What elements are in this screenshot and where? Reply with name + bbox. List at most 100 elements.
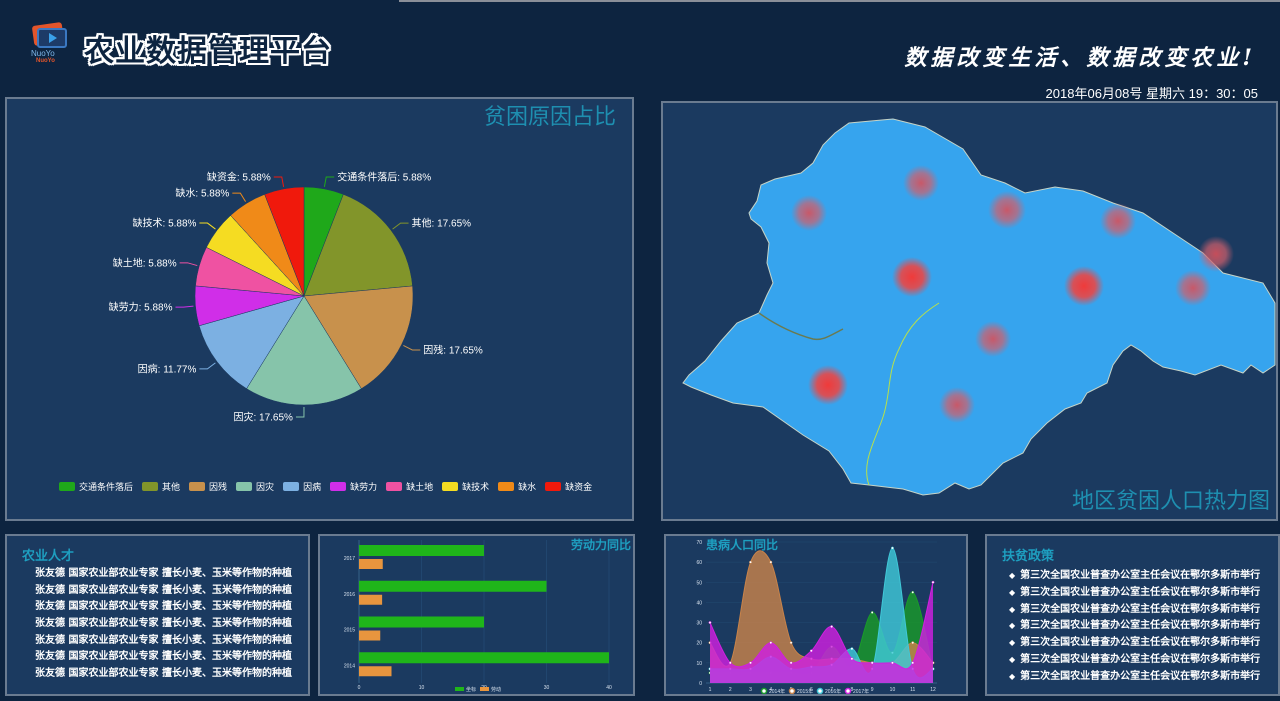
svg-text:0: 0 — [699, 681, 702, 687]
heat-spot — [1064, 266, 1104, 306]
legend-item[interactable]: 缺劳力 — [330, 480, 377, 493]
legend-swatch — [59, 482, 75, 491]
heat-spot — [903, 165, 939, 201]
legend-swatch — [283, 482, 300, 491]
datetime: 2018年06月08号 星期六 19：30：05 — [1045, 86, 1258, 101]
pie-slice[interactable] — [246, 295, 362, 406]
legend-item[interactable]: 缺资金 — [545, 480, 592, 493]
pie-slice-label: 缺水: 5.88% — [175, 187, 229, 200]
policy-item[interactable]: ◆ 第三次全国农业普查办公室主任会议在鄂尔多斯市举行 — [1009, 653, 1261, 665]
area-series[interactable] — [710, 582, 933, 683]
policy-item[interactable]: ◆ 第三次全国农业普查办公室主任会议在鄂尔多斯市举行 — [1009, 586, 1261, 598]
panel-title: 地区贫困人口热力图 — [1071, 488, 1270, 513]
heat-spot — [1198, 236, 1234, 272]
legend-label: 因残 — [209, 483, 228, 493]
play-icon — [49, 33, 57, 43]
pie-slice[interactable] — [264, 186, 305, 297]
legend-item[interactable]: 因病 — [283, 480, 321, 493]
legend-swatch — [189, 482, 206, 491]
bar[interactable] — [359, 616, 484, 628]
legend-item[interactable]: 其他 — [142, 480, 180, 493]
svg-text:2014: 2014 — [344, 663, 355, 669]
talent-item[interactable]: 张友德 国家农业部农业专家 擅长小麦、玉米等作物的种植 — [35, 634, 292, 646]
legend-item[interactable]: 交通条件落后 — [59, 480, 133, 493]
panel-title: 贫困原因占比 — [483, 104, 616, 129]
area-series[interactable] — [710, 548, 933, 683]
legend-label: 缺土地 — [406, 483, 434, 493]
legend-item[interactable]: 缺技术 — [442, 480, 489, 493]
legend-label: 因病 — [303, 483, 322, 493]
svg-text:11: 11 — [910, 687, 915, 693]
pie-legend: 交通条件落后 其他 因残 因灾 因病 缺劳力 缺土地 缺技术 缺水 缺资金 — [59, 480, 592, 493]
poverty-cause-pie-chart[interactable]: 交通条件落后: 5.88% 其他: 17.65% 因残: 17.65% 因灾: 17.… — [7, 99, 632, 519]
legend-label: 缺劳力 — [350, 483, 378, 493]
legend-swatch — [142, 482, 159, 491]
policy-item[interactable]: ◆ 第三次全国农业普查办公室主任会议在鄂尔多斯市举行 — [1009, 670, 1261, 682]
bar[interactable] — [359, 545, 484, 556]
region-shape — [682, 118, 1276, 496]
heat-spot — [1175, 270, 1211, 306]
policy-item[interactable]: ◆ 第三次全国农业普查办公室主任会议在鄂尔多斯市举行 — [1009, 637, 1261, 649]
svg-text:40: 40 — [696, 600, 702, 606]
panel-title: 扶贫政策 — [1002, 549, 1055, 564]
bar[interactable] — [359, 630, 381, 641]
svg-text:60: 60 — [696, 560, 702, 566]
region-heat-map[interactable] — [663, 103, 1276, 519]
svg-text:2017: 2017 — [344, 556, 355, 562]
talent-item[interactable]: 张友德 国家农业部农业专家 擅长小麦、玉米等作物的种植 — [35, 668, 292, 680]
legend-item[interactable]: 缺水 — [498, 480, 536, 493]
logo-brand-subtext: NuoYo — [36, 58, 55, 64]
pie-slice[interactable] — [303, 194, 413, 297]
talent-list: 张友德 国家农业部农业专家 擅长小麦、玉米等作物的种植 张友德 国家农业部农业专… — [35, 566, 292, 683]
legend-label: 缺水 — [518, 483, 537, 493]
legend-swatch — [498, 482, 515, 491]
diamond-bullet-icon: ◆ — [1009, 603, 1016, 614]
svg-text:4: 4 — [769, 687, 772, 693]
heat-spot — [808, 365, 848, 405]
legend-swatch — [386, 482, 403, 491]
logo: NuoYo NuoYo — [30, 22, 70, 66]
heat-spot — [892, 257, 932, 297]
pie-slice-label: 因灾: 17.65% — [233, 411, 293, 424]
bar[interactable] — [359, 594, 383, 605]
legend-label: 交通条件落后 — [79, 483, 134, 493]
poverty-heatmap-panel: 地区贫困人口热力图 — [661, 101, 1278, 521]
legend-swatch — [545, 482, 562, 491]
logo-brand-text: NuoYo — [31, 49, 55, 58]
poverty-policy-panel: 扶贫政策 ◆ 第三次全国农业普查办公室主任会议在鄂尔多斯市举行 ◆ 第三次全国农业普… — [985, 534, 1280, 696]
svg-text:2017年: 2017年 — [853, 688, 869, 694]
svg-text:2016: 2016 — [344, 592, 355, 598]
bar[interactable] — [359, 580, 547, 592]
bar[interactable] — [359, 559, 383, 569]
legend-label: 缺技术 — [462, 483, 490, 493]
labor-bar-chart[interactable]: 0102030402014201520162017坐标劳动 — [320, 536, 633, 694]
bar[interactable] — [359, 652, 609, 664]
policy-item[interactable]: ◆ 第三次全国农业普查办公室主任会议在鄂尔多斯市举行 — [1009, 603, 1261, 615]
legend-swatch — [330, 482, 347, 491]
diamond-bullet-icon: ◆ — [1009, 653, 1016, 664]
sick-area-chart[interactable]: 0102030405060701234567891011122014年2015年… — [666, 536, 966, 694]
legend-label: 因灾 — [256, 483, 275, 493]
talent-item[interactable]: 张友德 国家农业部农业专家 擅长小麦、玉米等作物的种植 — [35, 651, 292, 663]
talent-item[interactable]: 张友德 国家农业部农业专家 擅长小麦、玉米等作物的种植 — [35, 601, 292, 613]
pie-slice-label: 缺资金: 5.88% — [207, 171, 271, 184]
svg-text:10: 10 — [419, 685, 425, 691]
pie-slice[interactable] — [303, 285, 414, 390]
svg-text:50: 50 — [696, 580, 702, 586]
diamond-bullet-icon: ◆ — [1009, 586, 1016, 597]
sick-population-panel: 0102030405060701234567891011122014年2015年… — [664, 534, 968, 696]
legend-item[interactable]: 因残 — [189, 480, 227, 493]
policy-list: ◆ 第三次全国农业普查办公室主任会议在鄂尔多斯市举行 ◆ 第三次全国农业普查办公室主… — [1009, 567, 1260, 685]
policy-item[interactable]: ◆ 第三次全国农业普查办公室主任会议在鄂尔多斯市举行 — [1009, 620, 1261, 632]
legend-item[interactable]: 因灾 — [236, 480, 274, 493]
policy-item[interactable]: ◆ 第三次全国农业普查办公室主任会议在鄂尔多斯市举行 — [1009, 570, 1261, 581]
legend-item[interactable]: 缺土地 — [386, 480, 433, 493]
talent-item[interactable]: 张友德 国家农业部农业专家 擅长小麦、玉米等作物的种植 — [35, 618, 292, 630]
talent-item[interactable]: 张友德 国家农业部农业专家 擅长小麦、玉米等作物的种植 — [35, 568, 292, 579]
talent-item[interactable]: 张友德 国家农业部农业专家 擅长小麦、玉米等作物的种植 — [35, 584, 292, 596]
svg-text:2015年: 2015年 — [797, 688, 813, 694]
panel-title: 患病人口同比 — [706, 538, 779, 552]
pie-slice[interactable] — [198, 295, 305, 389]
bar[interactable] — [359, 666, 392, 677]
pie-slice-label: 缺劳力: 5.88% — [109, 301, 173, 314]
